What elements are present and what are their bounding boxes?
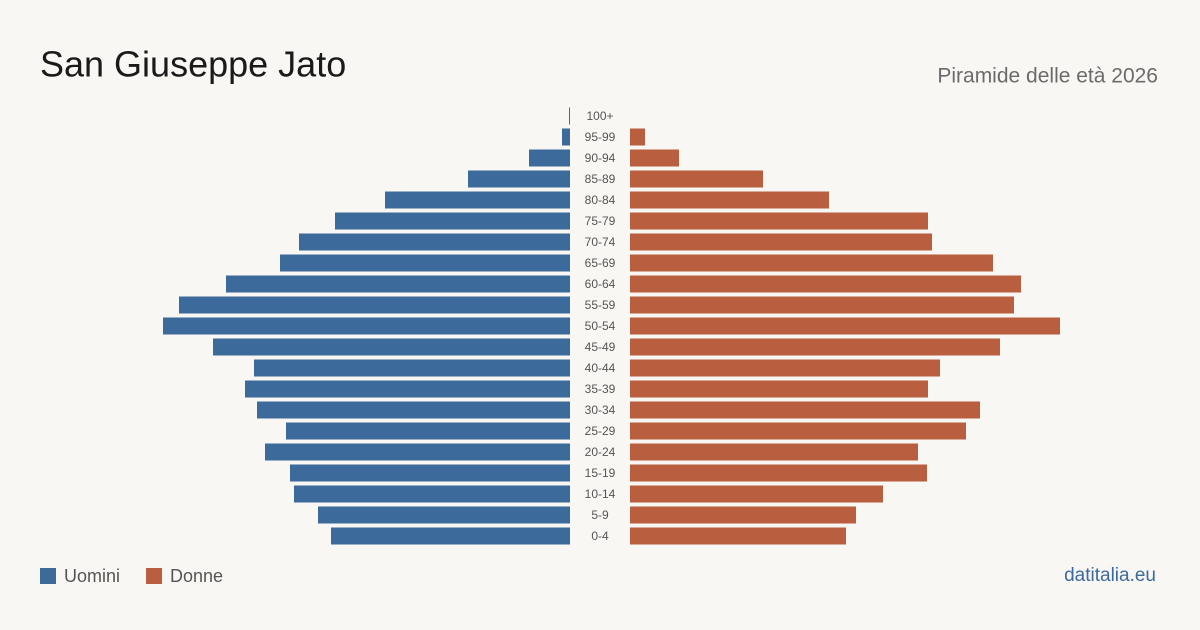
legend-label: Uomini [64, 566, 120, 586]
bar [630, 191, 829, 209]
age-label: 30-34 [585, 403, 616, 417]
bar [630, 275, 1021, 293]
age-label: 65-69 [585, 256, 616, 270]
bar [257, 401, 570, 419]
age-label: 35-39 [585, 382, 616, 396]
bar [630, 170, 763, 188]
bar [226, 275, 570, 293]
bar [630, 485, 883, 503]
bar [630, 212, 928, 230]
bar [529, 149, 570, 167]
bar [254, 359, 570, 377]
bar [179, 296, 570, 314]
source: datitalia.eu [1064, 565, 1156, 586]
age-label: 50-54 [585, 319, 616, 333]
legend-swatch [40, 568, 56, 584]
bar [265, 443, 570, 461]
bar [630, 317, 1060, 335]
chart-title: San Giuseppe Jato [40, 44, 346, 85]
bar [630, 380, 928, 398]
age-label: 70-74 [585, 235, 616, 249]
bar [630, 527, 846, 545]
age-label: 45-49 [585, 340, 616, 354]
bar [286, 422, 570, 440]
bar [163, 317, 570, 335]
bar [630, 233, 932, 251]
bar [630, 338, 1000, 356]
bar [335, 212, 570, 230]
bar [569, 107, 570, 125]
age-label: 100+ [586, 109, 613, 123]
age-label: 75-79 [585, 214, 616, 228]
bar [630, 359, 940, 377]
age-label: 5-9 [591, 508, 609, 522]
bar [562, 128, 570, 146]
bar [630, 464, 927, 482]
age-label: 10-14 [585, 487, 616, 501]
age-label: 60-64 [585, 277, 616, 291]
legend-swatch [146, 568, 163, 584]
bar [245, 380, 570, 398]
chart-subtitle: Piramide delle età 2026 [937, 65, 1158, 88]
bar [290, 464, 570, 482]
bar [630, 254, 993, 272]
bar [280, 254, 570, 272]
age-label: 85-89 [585, 172, 616, 186]
bar [630, 506, 856, 524]
bar [630, 149, 679, 167]
age-label: 40-44 [585, 361, 616, 375]
age-label: 95-99 [585, 130, 616, 144]
bar [213, 338, 570, 356]
bar [468, 170, 570, 188]
bar [630, 422, 966, 440]
legend-label: Donne [170, 566, 223, 586]
age-label: 55-59 [585, 298, 616, 312]
bar [385, 191, 570, 209]
age-label: 0-4 [591, 529, 609, 543]
age-label: 15-19 [585, 466, 616, 480]
age-label: 80-84 [585, 193, 616, 207]
age-label: 25-29 [585, 424, 616, 438]
bar [294, 485, 570, 503]
bar [630, 296, 1014, 314]
bar [299, 233, 570, 251]
bar [630, 128, 645, 146]
age-label: 20-24 [585, 445, 616, 459]
bar [630, 401, 980, 419]
bar [630, 443, 918, 461]
bar [318, 506, 570, 524]
bar [331, 527, 570, 545]
age-label: 90-94 [585, 151, 616, 165]
